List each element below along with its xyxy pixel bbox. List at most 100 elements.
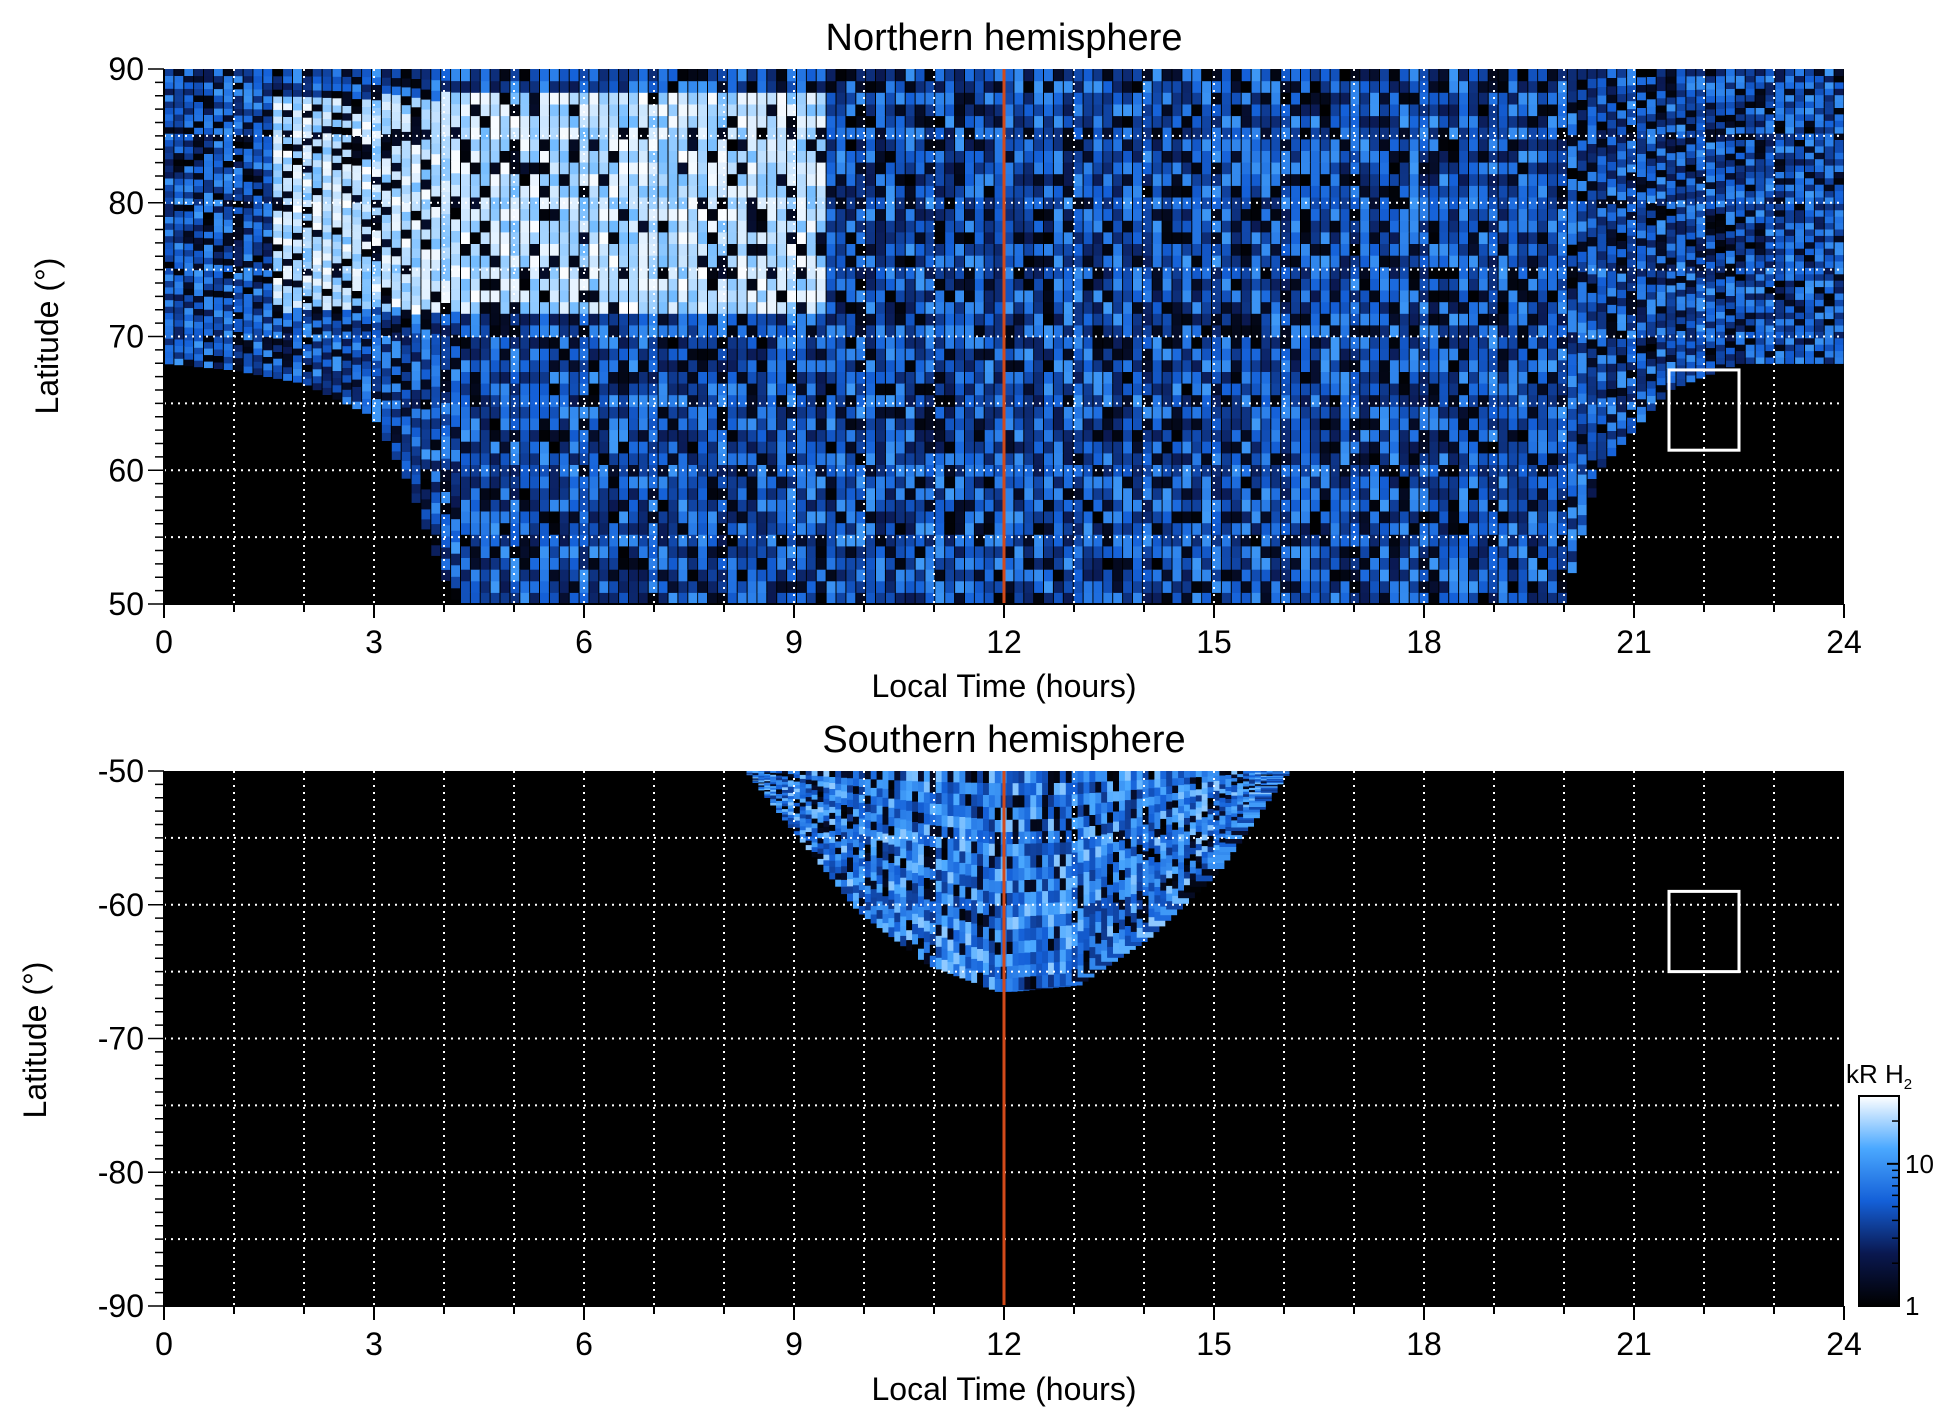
emission-cell: [559, 499, 569, 512]
emission-cell: [579, 69, 589, 82]
emission-cell: [480, 452, 490, 465]
emission-cell: [164, 158, 174, 166]
emission-cell: [737, 138, 747, 151]
emission-cell: [965, 103, 974, 117]
emission-cell: [717, 290, 727, 303]
emission-cell: [441, 146, 451, 159]
emission-cell: [1034, 324, 1043, 338]
emission-cell: [530, 231, 539, 244]
emission-cell: [806, 278, 816, 291]
emission-cell: [559, 511, 569, 524]
emission-cell: [648, 138, 658, 151]
emission-cell: [767, 348, 777, 361]
emission-cell: [213, 238, 223, 246]
emission-cell: [846, 534, 856, 547]
emission-cell: [1152, 487, 1162, 500]
emission-cell: [619, 255, 628, 268]
emission-cell: [1093, 394, 1103, 407]
emission-cell: [1133, 173, 1142, 186]
emission-cell: [876, 243, 885, 256]
emission-cell: [836, 162, 846, 175]
emission-cell: [787, 569, 796, 582]
emission-cell: [767, 557, 777, 570]
emission-cell: [1182, 394, 1192, 407]
emission-cell: [1142, 394, 1152, 407]
emission-cell: [1063, 115, 1073, 128]
emission-cell: [223, 278, 233, 286]
emission-cell: [797, 592, 806, 604]
emission-cell: [470, 452, 480, 465]
emission-cell: [1103, 569, 1113, 582]
emission-cell: [945, 162, 955, 175]
emission-cell: [1113, 406, 1123, 419]
emission-cell: [895, 371, 905, 384]
emission-cell: [441, 91, 451, 103]
emission-cell: [263, 182, 273, 190]
emission-cell: [352, 327, 362, 336]
emission-cell: [1063, 103, 1073, 117]
emission-cell: [431, 428, 441, 440]
emission-cell: [579, 220, 589, 233]
emission-cell: [767, 324, 777, 338]
emission-cell: [1162, 231, 1172, 244]
emission-cell: [727, 522, 737, 535]
emission-cell: [876, 534, 885, 547]
emission-cell: [1113, 417, 1123, 431]
emission-cell: [787, 511, 796, 524]
emission-cell: [589, 127, 599, 140]
emission-cell: [520, 290, 530, 303]
emission-cell: [1212, 138, 1221, 151]
emission-cell: [895, 476, 905, 489]
emission-cell: [352, 231, 362, 240]
emission-cell: [293, 307, 302, 315]
emission-cell: [579, 499, 589, 512]
emission-cell: [846, 429, 856, 442]
emission-cell: [411, 342, 421, 353]
emission-cell: [698, 173, 707, 186]
emission-cell: [717, 103, 727, 117]
emission-cell: [1212, 464, 1221, 477]
emission-cell: [283, 184, 292, 192]
emission-cell: [461, 348, 470, 361]
emission-cell: [757, 557, 767, 570]
emission-cell: [1053, 406, 1063, 419]
emission-cell: [332, 97, 342, 106]
emission-cell: [273, 223, 283, 231]
emission-cell: [876, 452, 885, 465]
emission-cell: [401, 415, 411, 426]
emission-cell: [619, 290, 628, 303]
emission-cell: [213, 101, 223, 109]
emission-cell: [787, 220, 796, 233]
emission-cell: [490, 394, 500, 407]
emission-cell: [1014, 301, 1024, 314]
emission-cell: [866, 127, 875, 140]
emission-cell: [668, 557, 678, 570]
emission-cell: [965, 69, 974, 82]
emission-cell: [658, 394, 668, 407]
emission-cell: [401, 469, 411, 479]
emission-cell: [866, 150, 875, 163]
emission-cell: [1172, 534, 1182, 547]
emission-cell: [658, 92, 668, 105]
emission-cell: [737, 69, 747, 82]
emission-cell: [1192, 127, 1202, 140]
emission-cell: [1044, 499, 1053, 512]
emission-cell: [569, 476, 579, 489]
emission-cell: [1024, 301, 1034, 314]
emission-cell: [1073, 476, 1083, 489]
emission-cell: [876, 580, 885, 593]
emission-cell: [638, 255, 648, 268]
emission-cell: [549, 150, 559, 163]
emission-cell: [312, 96, 322, 105]
emission-cell: [253, 241, 263, 249]
emission-cell: [1034, 476, 1043, 489]
emission-cell: [935, 69, 945, 82]
emission-cell: [1133, 324, 1142, 338]
emission-cell: [589, 185, 599, 198]
emission-cell: [223, 140, 233, 148]
emission-cell: [1083, 569, 1093, 582]
emission-cell: [727, 313, 737, 326]
emission-cell: [1004, 208, 1014, 221]
emission-cell: [500, 255, 510, 268]
emission-cell: [332, 305, 342, 314]
